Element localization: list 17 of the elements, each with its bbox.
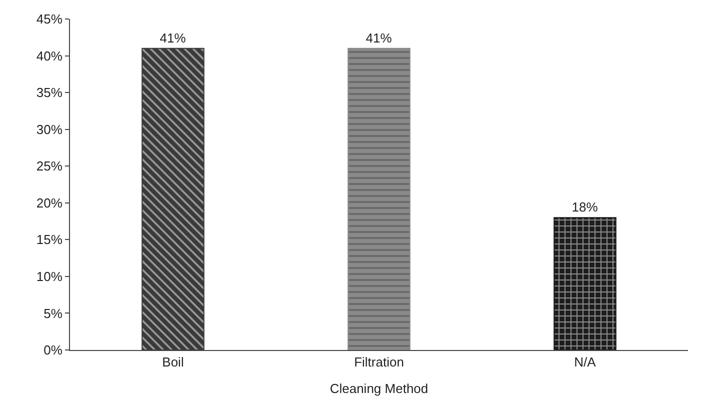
y-tick-label: 45% <box>36 12 63 27</box>
data-label: 41% <box>160 30 186 46</box>
y-tick-label: 30% <box>36 122 63 137</box>
x-tick-label: Filtration <box>354 354 404 370</box>
y-tick-label: 25% <box>36 158 63 174</box>
y-tick-label: 20% <box>36 195 63 210</box>
x-axis-title: Cleaning Method <box>330 381 428 396</box>
y-tick-label: 0% <box>44 342 63 358</box>
y-tick-label: 5% <box>44 306 63 321</box>
y-tick-label: 35% <box>36 85 63 100</box>
x-tick-label: N/A <box>574 354 596 370</box>
y-tick-label: 10% <box>36 268 63 284</box>
y-tick-label: 40% <box>36 48 63 64</box>
x-tick-label: Boil <box>162 354 184 370</box>
data-label: 41% <box>366 30 392 46</box>
y-tick-label: 15% <box>36 232 63 248</box>
data-label: 18% <box>572 200 598 215</box>
